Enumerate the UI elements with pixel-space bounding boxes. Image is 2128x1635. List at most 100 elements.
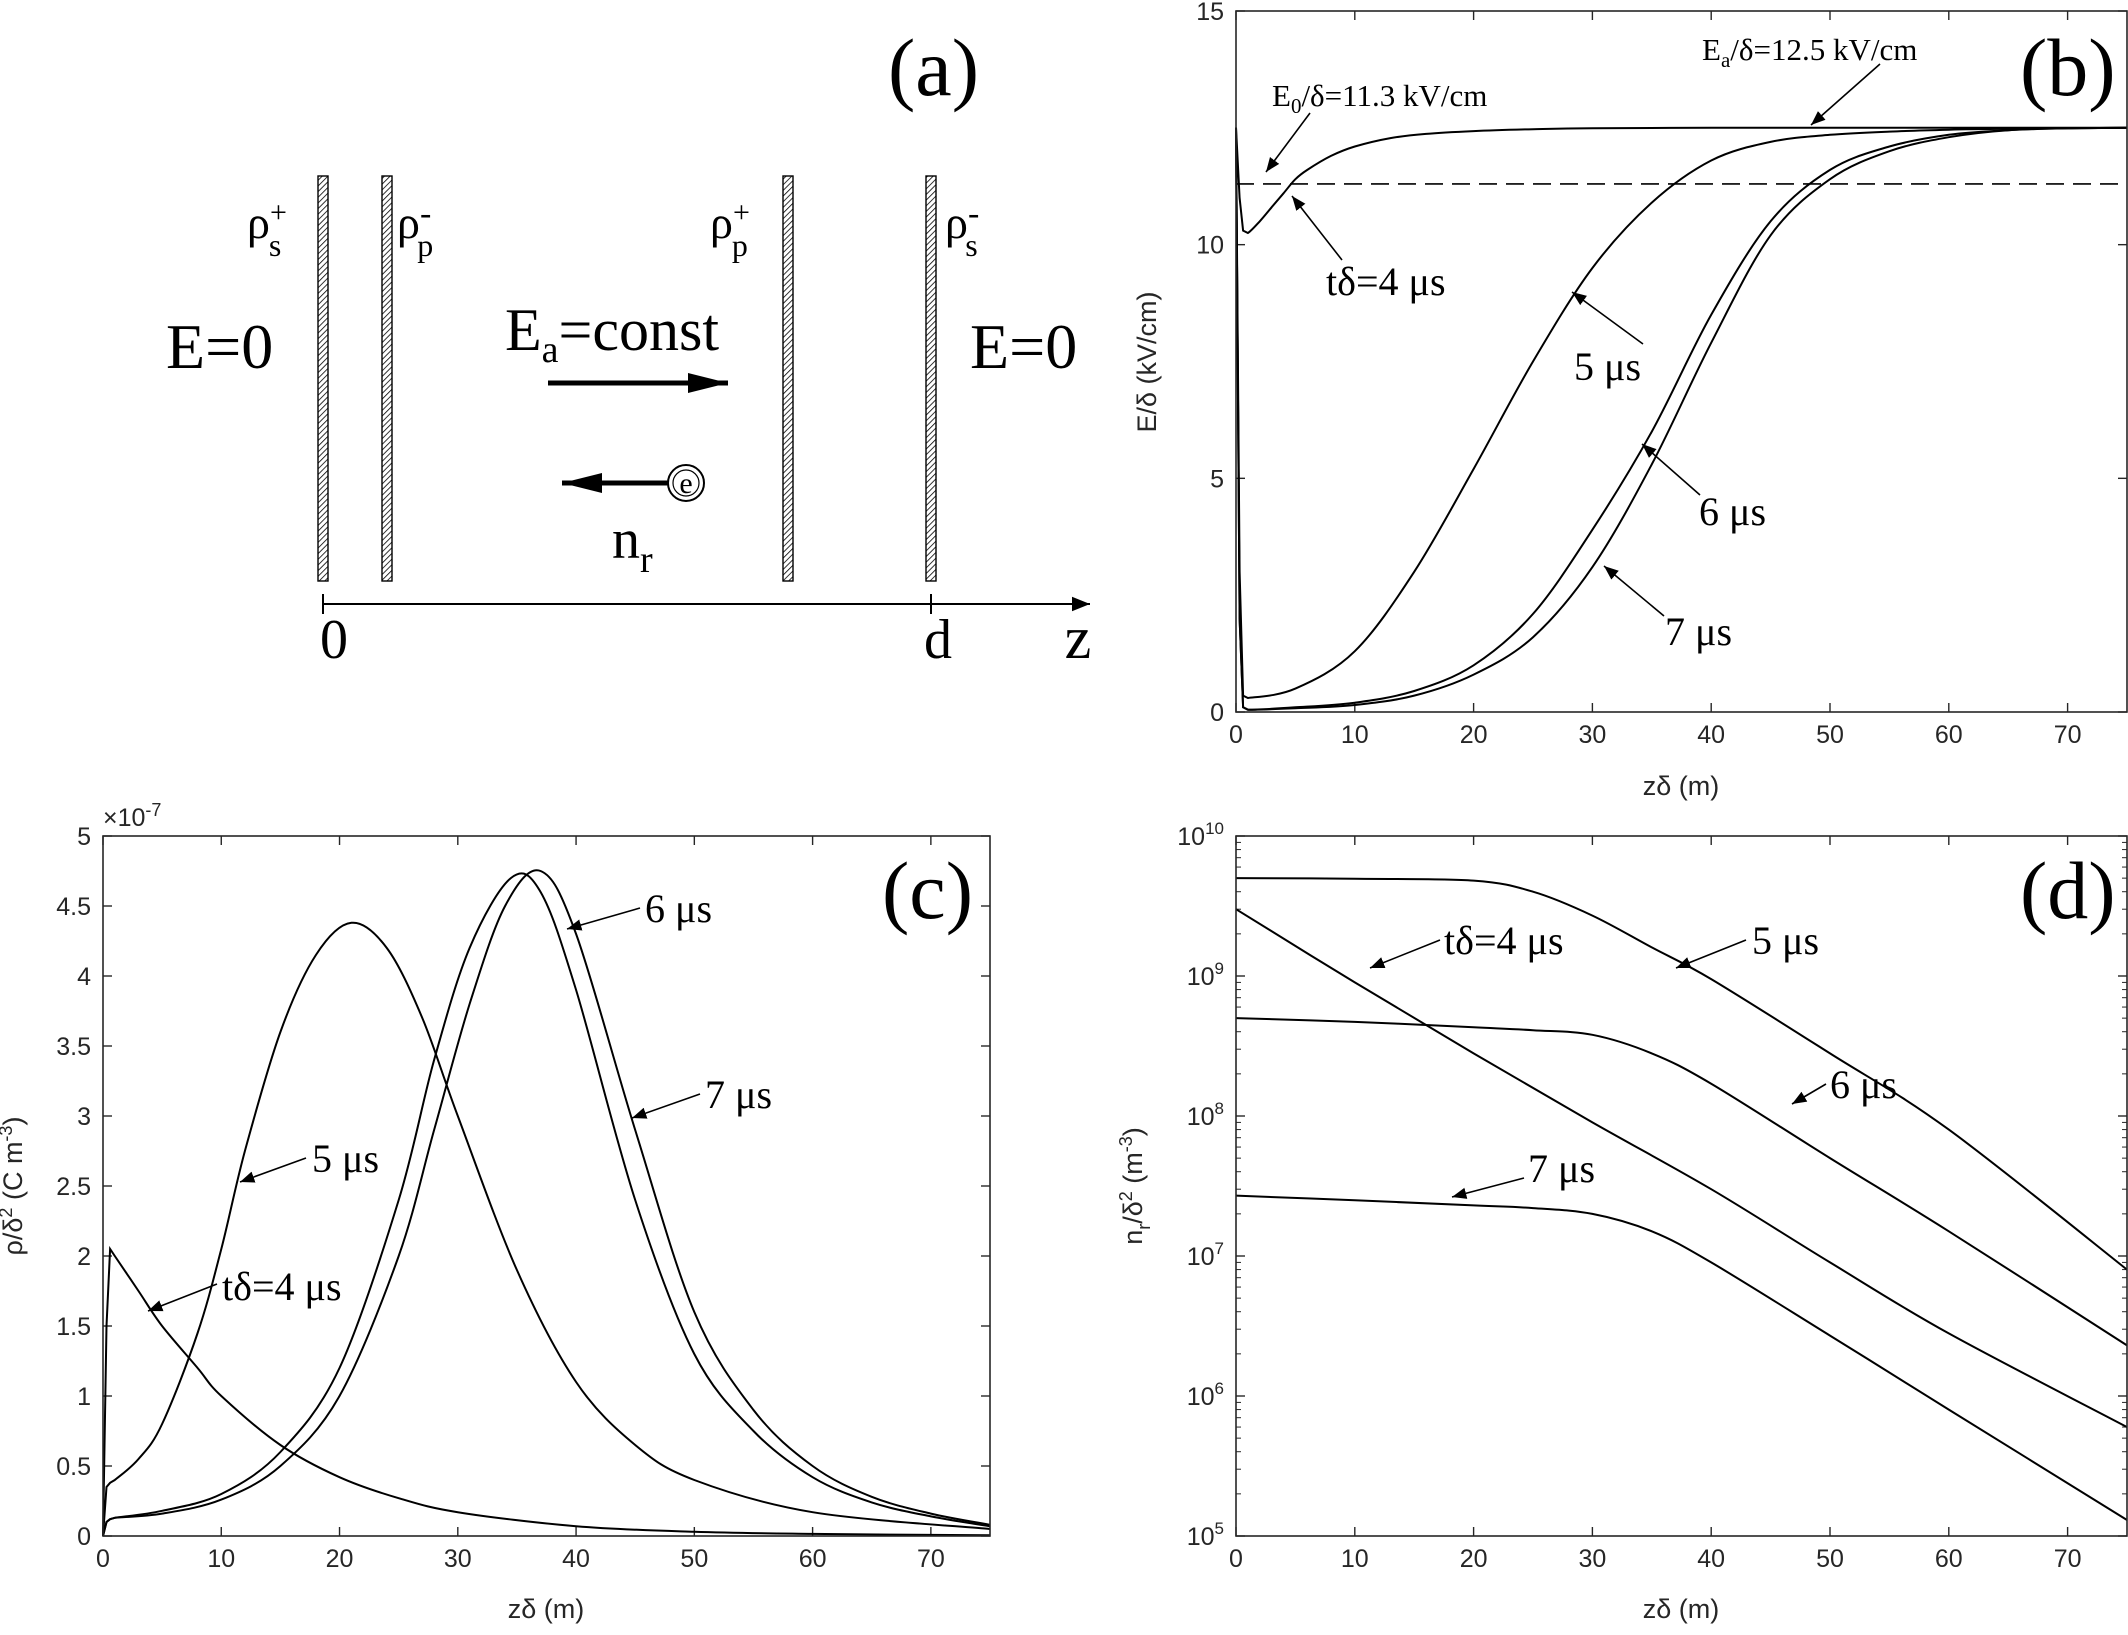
x-tick-label: 10 xyxy=(1341,1545,1369,1573)
y-tick-label: 4.5 xyxy=(56,893,91,921)
series-line-1 xyxy=(102,921,991,1537)
series-line-0 xyxy=(1235,126,2127,235)
annotation-d-4us: tδ=4 μs xyxy=(1444,918,1564,963)
panel-d-curves xyxy=(1235,877,2128,1521)
y-tick-label: 1.5 xyxy=(56,1313,91,1341)
panel-b-curves xyxy=(1235,126,2128,711)
annotation-d-7us: 7 μs xyxy=(1528,1146,1595,1191)
y-tick-label: 5 xyxy=(1210,465,1224,493)
x-tick-label: 10 xyxy=(1341,721,1369,749)
y-tick-label: 3 xyxy=(77,1103,91,1131)
y-tick-label: 0.5 xyxy=(56,1453,91,1481)
y-tick-label: 105 xyxy=(1187,1519,1224,1551)
label-e-zero-right: E=0 xyxy=(970,311,1077,382)
panel-b-xlabel: zδ (m) xyxy=(1643,771,1720,801)
x-tick-label: 10 xyxy=(207,1545,235,1573)
x-tick-label: 0 xyxy=(1229,721,1243,749)
annotation-c-6us: 6 μs xyxy=(645,886,712,931)
panel-c-curves xyxy=(102,869,991,1537)
panel-d-ylabel: nr/δ2 (m-3) xyxy=(1116,1127,1154,1245)
y-tick-label: 109 xyxy=(1187,959,1224,991)
panel-c-label: (c) xyxy=(882,845,973,936)
plate-rho-p-plus xyxy=(782,175,794,582)
annotation-c-4us: tδ=4 μs xyxy=(222,1264,342,1309)
x-tick-label: 60 xyxy=(1935,1545,1963,1573)
y-tick-label: 0 xyxy=(1210,699,1224,727)
x-tick-label: 50 xyxy=(1816,721,1844,749)
x-tick-label: 50 xyxy=(1816,1545,1844,1573)
annotation-e0: E0/δ=11.3 kV/cm xyxy=(1272,78,1487,118)
annotation-c-7us: 7 μs xyxy=(705,1072,772,1117)
x-tick-label: 20 xyxy=(326,1545,354,1573)
y-tick-label: 15 xyxy=(1196,0,1224,26)
x-tick-label: 0 xyxy=(1229,1545,1243,1573)
label-ea-const: Ea=const xyxy=(505,297,719,371)
plate-rho-s-plus xyxy=(317,175,329,582)
y-tick-label: 1010 xyxy=(1177,819,1224,851)
series-line-3 xyxy=(102,869,991,1537)
y-tick-label: 1 xyxy=(77,1383,91,1411)
plate-rho-p-minus xyxy=(381,175,393,582)
panel-b-frame xyxy=(1235,10,2128,713)
x-tick-label: 70 xyxy=(2054,721,2082,749)
panel-c-frame xyxy=(102,835,991,1537)
x-tick-label: 30 xyxy=(444,1545,472,1573)
label-rho-p-plus: ρ+ p xyxy=(710,196,750,263)
panel-c-exponent: ×10-7 xyxy=(103,800,161,832)
z-axis-label: z xyxy=(1065,605,1092,671)
label-rho-p-minus: ρ-p xyxy=(397,195,433,263)
y-tick-label: 2.5 xyxy=(56,1173,91,1201)
chart-panel-d: 0 10 20 30 40 50 60 70 105 106 107 108 109 1010 (d) z… xyxy=(1116,819,2128,1624)
panel-b-annotations: Ea/δ=12.5 kV/cm E0/δ=11.3 kV/cm tδ=4 μs … xyxy=(1265,32,1917,654)
electron-label: e xyxy=(679,467,692,500)
annotation-d-6us: 6 μs xyxy=(1830,1062,1897,1107)
y-tick-label: 5 xyxy=(77,823,91,851)
plate-rho-s-minus xyxy=(925,175,937,582)
panel-c-xlabel: zδ (m) xyxy=(508,1594,585,1624)
series-line-0 xyxy=(1235,908,2128,1428)
x-tick-label: 60 xyxy=(1935,721,1963,749)
schematic-panel-a: (a) ρ+ s ρ-p ρ+ p ρ-s E=0 E=0 Ea=const e n… xyxy=(166,22,1091,671)
y-tick-label: 10 xyxy=(1196,232,1224,260)
panel-d-label: (d) xyxy=(2020,845,2116,936)
panel-d-xlabel: zδ (m) xyxy=(1643,1594,1720,1624)
panel-c-annotations: 6 μs 7 μs 5 μs tδ=4 μs xyxy=(147,886,772,1312)
panel-b-ylabel: E/δ (kV/cm) xyxy=(1132,291,1162,432)
label-rho-s-plus: ρ+ s xyxy=(247,196,287,263)
series-line-2 xyxy=(1235,1017,2128,1347)
x-tick-label: 50 xyxy=(680,1545,708,1573)
annotation-b-5us: 5 μs xyxy=(1574,344,1641,389)
x-tick-label: 20 xyxy=(1460,721,1488,749)
tick-d-label: d xyxy=(924,609,952,671)
x-tick-label: 30 xyxy=(1578,1545,1606,1573)
panel-d-frame xyxy=(1235,835,2128,1537)
label-rho-s-minus: ρ-s xyxy=(945,195,979,263)
tick-zero-label: 0 xyxy=(320,609,348,671)
chart-panel-b: 0 10 20 30 40 50 60 70 0 5 10 15 (b) zδ (m) E/δ (kV… xyxy=(1132,0,2128,801)
x-tick-label: 60 xyxy=(799,1545,827,1573)
x-tick-label: 20 xyxy=(1460,1545,1488,1573)
series-line-1 xyxy=(1235,877,2128,1271)
y-tick-label: 106 xyxy=(1187,1379,1224,1411)
x-tick-label: 70 xyxy=(2054,1545,2082,1573)
annotation-c-5us: 5 μs xyxy=(312,1136,379,1181)
y-tick-label: 107 xyxy=(1187,1239,1224,1271)
panel-c-ylabel: ρ/δ2 (C m-3) xyxy=(0,1117,28,1256)
annotation-b-7us: 7 μs xyxy=(1665,609,1732,654)
x-tick-label: 40 xyxy=(562,1545,590,1573)
annotation-b-6us: 6 μs xyxy=(1699,489,1766,534)
y-tick-label: 4 xyxy=(77,963,91,991)
x-tick-label: 0 xyxy=(96,1545,110,1573)
x-tick-label: 40 xyxy=(1697,721,1725,749)
panel-b-label: (b) xyxy=(2020,22,2116,113)
y-tick-label: 3.5 xyxy=(56,1033,91,1061)
series-line-0 xyxy=(102,1245,991,1537)
panel-d-annotations: tδ=4 μs 5 μs 6 μs 7 μs xyxy=(1369,918,1897,1199)
panel-a-label: (a) xyxy=(888,22,979,113)
series-line-2 xyxy=(102,872,991,1537)
x-tick-label: 30 xyxy=(1578,721,1606,749)
x-tick-label: 70 xyxy=(917,1545,945,1573)
annotation-ea: Ea/δ=12.5 kV/cm xyxy=(1702,32,1917,72)
label-e-zero-left: E=0 xyxy=(166,311,273,382)
